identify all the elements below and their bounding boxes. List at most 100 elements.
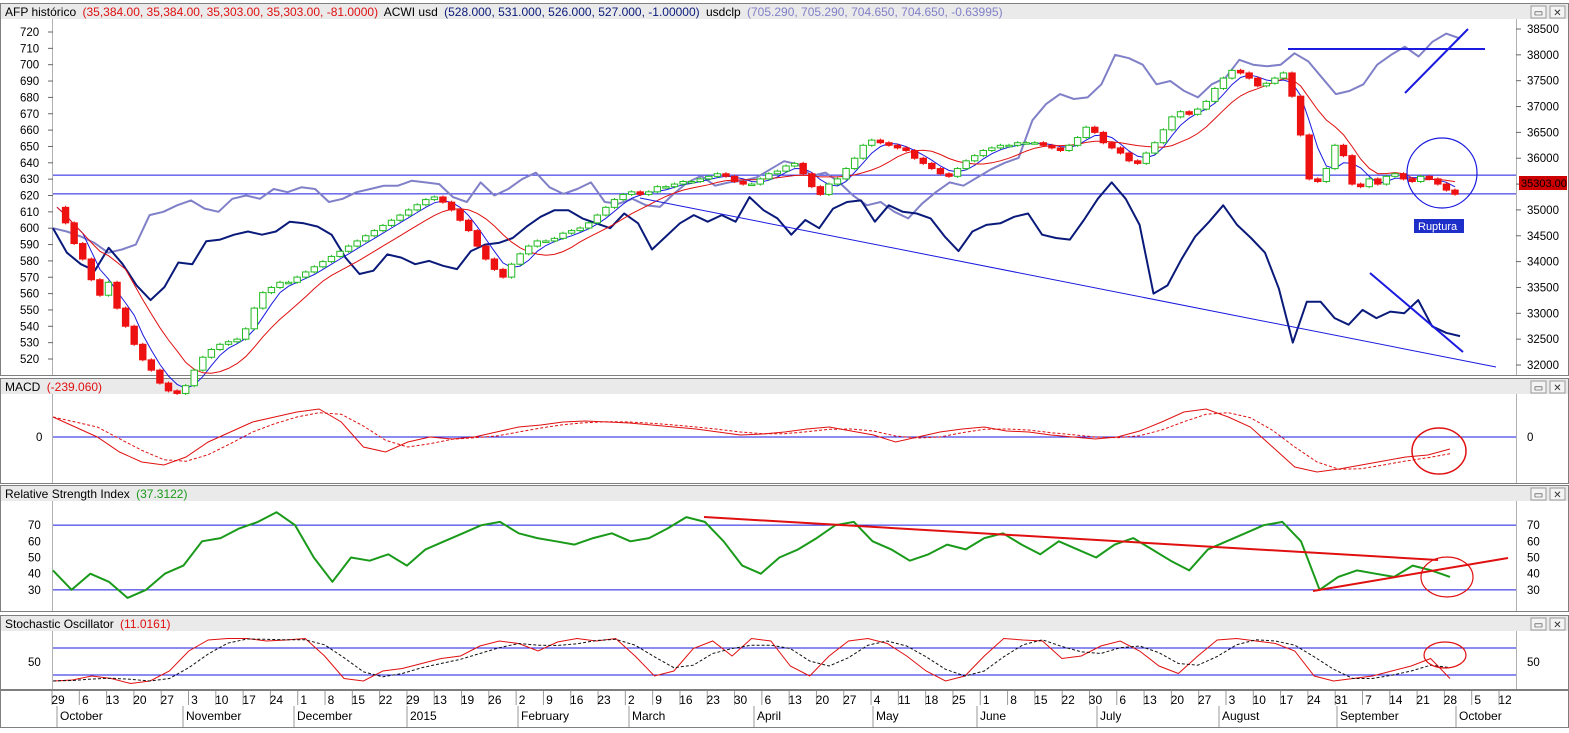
candle	[808, 173, 816, 188]
candle	[1245, 72, 1253, 79]
candle	[962, 160, 970, 170]
trendlines	[639, 28, 1497, 368]
candle	[1125, 152, 1133, 162]
candle	[1236, 69, 1245, 74]
right-tick-label: 32500	[1527, 334, 1559, 346]
day-label: 26	[488, 693, 502, 707]
candle	[276, 281, 284, 288]
candle	[1322, 168, 1331, 182]
left-tick-label: 600	[20, 223, 39, 235]
month-label: May	[876, 709, 899, 723]
stoch-tick-right: 50	[1527, 657, 1540, 669]
pane-button[interactable]	[1549, 380, 1566, 394]
pane-button[interactable]	[1530, 5, 1547, 19]
candle	[1339, 144, 1348, 157]
breakout-circle	[1406, 137, 1478, 209]
rsi-circle	[1420, 556, 1474, 598]
candle	[447, 201, 456, 211]
right-tick-label: 37500	[1527, 76, 1559, 88]
pane-button[interactable]	[1530, 380, 1547, 394]
candle	[1005, 144, 1013, 148]
moving-averages	[56, 74, 1456, 389]
slow-moving-average	[56, 78, 1456, 374]
day-label: 27	[843, 693, 857, 707]
month-label: September	[1340, 709, 1399, 723]
candle	[988, 147, 996, 151]
left-tick-label: 590	[20, 240, 39, 252]
candle	[181, 385, 190, 394]
candle	[284, 281, 293, 285]
day-label: 9	[655, 693, 662, 707]
month-label: March	[632, 709, 665, 723]
candle	[842, 168, 850, 180]
rsi-tick-left: 60	[28, 536, 41, 548]
pane-window-buttons[interactable]: ▭ ✕ ▭ ✕ ▭ ✕ ▭ ✕	[1530, 5, 1566, 631]
day-label: 24	[1307, 693, 1321, 707]
right-tick-label: 38500	[1527, 24, 1559, 36]
candle	[739, 180, 747, 185]
candle	[464, 219, 473, 232]
rsi-tick-right: 30	[1527, 585, 1540, 597]
candle	[164, 382, 173, 392]
candle	[310, 266, 319, 273]
candle	[653, 186, 662, 193]
candle	[953, 168, 962, 177]
candle	[765, 173, 773, 180]
day-label: 7	[1365, 693, 1372, 707]
candle	[1228, 69, 1236, 79]
maximize-icon: ▭	[1534, 620, 1543, 631]
pane-button[interactable]	[1549, 5, 1566, 19]
pane-frames	[0, 3, 1569, 690]
day-label: 20	[1171, 693, 1185, 707]
candle	[319, 261, 327, 268]
candle	[576, 227, 584, 232]
day-label: 18	[925, 693, 939, 707]
candle	[705, 175, 713, 180]
right-tick-label: 37000	[1527, 102, 1559, 114]
macd-circle	[1411, 427, 1467, 475]
candle	[1262, 82, 1271, 87]
candle	[1288, 72, 1296, 97]
candle	[1399, 173, 1408, 180]
candle	[679, 180, 687, 185]
candle	[790, 162, 799, 167]
left-tick-label: 620	[20, 191, 39, 203]
acwi-line	[52, 181, 1461, 344]
day-label: 27	[1198, 693, 1212, 707]
day-label: 30	[1089, 693, 1103, 707]
candle	[1151, 142, 1159, 154]
day-label: 5	[1474, 693, 1481, 707]
rsi-tick-left: 40	[28, 569, 41, 581]
rsi-tick-right: 70	[1527, 520, 1540, 532]
day-label: 15	[1034, 693, 1048, 707]
candle	[1202, 100, 1210, 110]
left-price-axis: 720 710 700 690 680 670 660 650 640 630 620 610 600 5…	[20, 27, 53, 366]
rsi-tick-left: 50	[28, 553, 41, 565]
pane-button[interactable]	[1530, 487, 1547, 501]
day-label: 13	[788, 693, 802, 707]
candle	[945, 173, 953, 177]
macd-lines	[52, 408, 1516, 475]
candle	[619, 193, 627, 201]
candle	[96, 279, 104, 296]
candle	[1314, 178, 1322, 182]
candle	[344, 245, 353, 252]
pane-button[interactable]	[1530, 617, 1547, 631]
close-icon: ✕	[1553, 490, 1561, 501]
pane-button[interactable]	[1549, 487, 1566, 501]
candle	[1099, 131, 1108, 144]
candle	[1254, 77, 1262, 87]
price-pane-title: AFP histórico (35,384.00, 35,384.00, 35,…	[5, 5, 1003, 19]
candle	[970, 155, 979, 162]
candle	[1159, 129, 1168, 144]
left-tick-label: 610	[20, 207, 39, 219]
day-label: 23	[707, 693, 721, 707]
close-icon: ✕	[1553, 8, 1561, 19]
fast-moving-average	[56, 74, 1456, 389]
candle	[936, 168, 945, 175]
acwi-title: ACWI usd	[384, 5, 438, 19]
candle	[61, 206, 70, 224]
pane-button[interactable]	[1549, 617, 1566, 631]
usdclp-values: (705.290, 705.290, 704.650, 704.650, -0.…	[747, 5, 1003, 19]
day-label: 16	[570, 693, 584, 707]
